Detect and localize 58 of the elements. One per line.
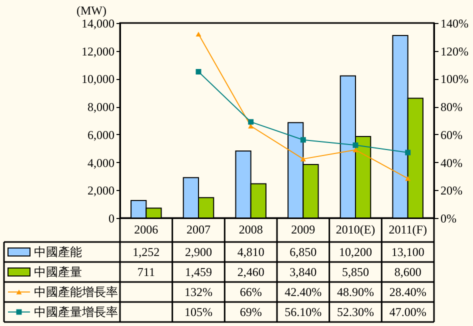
y-tick-label: 2,000 [88,184,114,198]
x-tick-label: 2009 [291,222,316,236]
data-label: 56.10% [284,305,322,319]
y-tick-label: 12,000 [82,44,114,58]
legend-label: 中國產能增長率 [34,285,118,299]
x-tick-label: 2007 [186,222,210,236]
point [300,156,306,162]
data-label: 711 [137,265,155,279]
legend-label: 中國產量增長率 [34,305,118,319]
y-tick-label: 4,000 [88,156,114,170]
x-tick-label: 2008 [238,222,263,236]
data-label: 6,850 [290,245,317,259]
y2-tick-label: 80% [440,100,462,114]
x-tick-label: 2006 [134,222,158,236]
data-label: 2,460 [237,265,264,279]
data-label: 10,200 [339,245,372,259]
data-label: 8,600 [394,265,422,279]
data-label: 1,252 [132,245,160,259]
y2-tick-label: 120% [440,44,468,58]
point [196,69,202,74]
point [405,150,411,156]
y2-tick-label: 60% [440,128,462,142]
data-label: 132% [184,285,212,299]
data-label: 3,840 [290,265,317,279]
data-label: 1,459 [185,265,212,279]
y-axis-title: (MW) [76,4,106,18]
data-label: 13,100 [391,245,424,259]
data-label: 66% [240,285,262,299]
data-label: 47.00% [389,305,426,319]
legend-label: 中國產量 [34,265,82,279]
data-label: 2,900 [185,245,212,259]
x-tick-label: 2011(F) [388,222,427,236]
y-tick-label: 8,000 [88,100,114,114]
point [196,32,202,37]
data-label: 52.30% [337,305,374,319]
y2-tick-label: 0% [440,212,456,226]
legend-label: 中國產能 [34,245,82,259]
point [352,142,358,148]
point [248,119,254,125]
y-tick-label: 10,000 [82,72,114,86]
data-label: 48.90% [337,285,374,299]
y-tick-label: 6,000 [88,128,114,142]
data-label: 69% [240,305,262,319]
data-label: 105% [184,305,212,319]
y2-tick-label: 100% [440,72,468,86]
y2-tick-label: 20% [440,184,462,198]
y-tick-label: 14,000 [82,16,114,30]
point [300,137,306,143]
data-label: 4,810 [237,245,264,259]
data-label: 42.40% [284,285,322,299]
y2-tick-label: 40% [440,156,462,170]
point [352,148,358,152]
y2-tick-label: 140% [440,16,468,30]
x-tick-label: 2010(E) [336,222,376,236]
point [405,176,411,181]
data-label: 28.40% [389,285,426,299]
data-label: 5,850 [342,265,369,279]
y-tick-label: 0 [108,212,114,226]
